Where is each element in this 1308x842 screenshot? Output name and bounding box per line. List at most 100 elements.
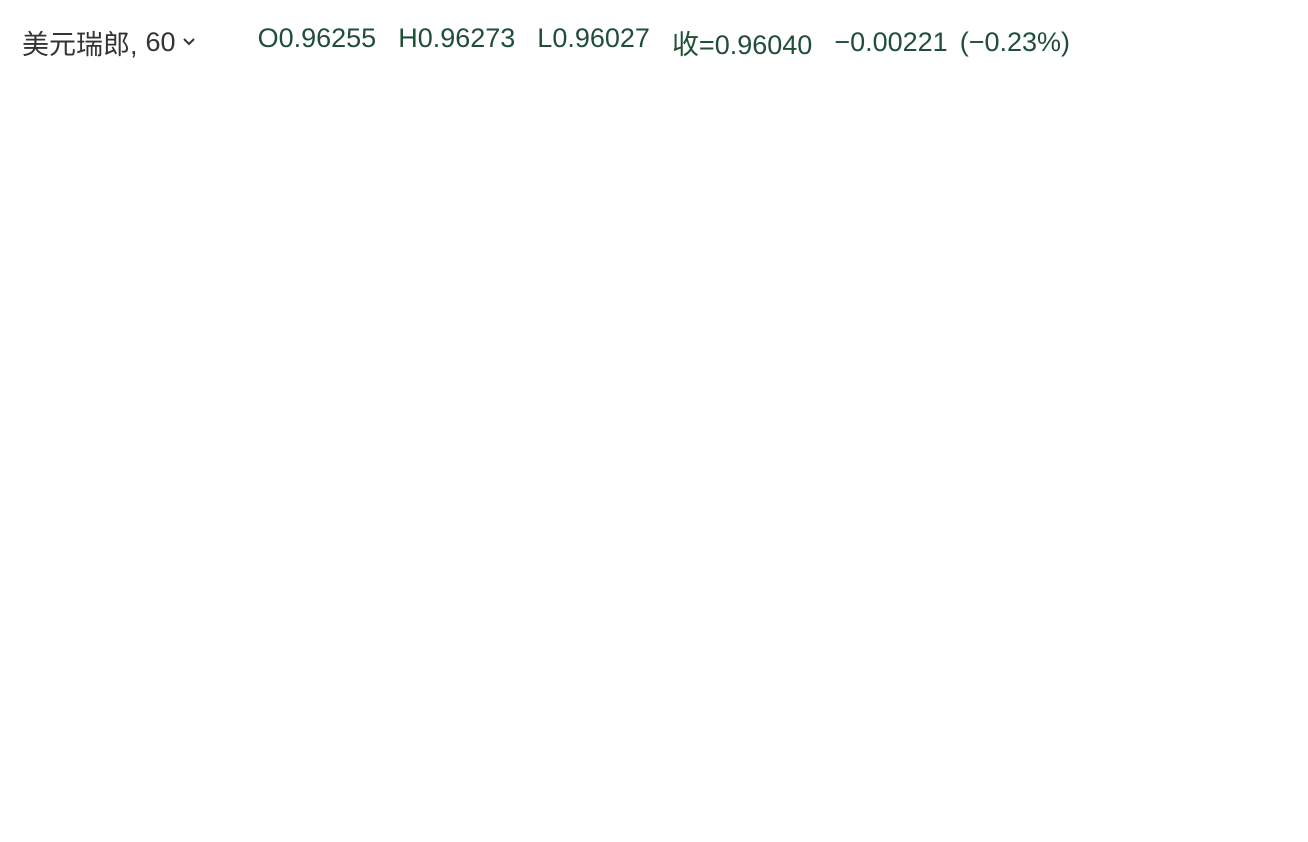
candle-body [631,547,643,583]
candle-body [415,301,427,313]
field-label: O [257,22,279,53]
candle-body [991,239,1003,242]
candle-body [955,221,967,255]
candle-body [319,121,331,230]
candle-body [751,637,763,647]
candle-body [1003,305,1015,354]
candle-body [535,277,547,324]
candle-body [43,327,55,339]
candle-body [79,247,91,266]
logo-cloud[interactable] [19,714,62,737]
candle-body [283,171,295,242]
candle-body [511,295,523,303]
candle-body [883,159,895,483]
candle-body [931,237,943,242]
candle-body [643,581,655,626]
candle-body [223,299,235,305]
candle-body [139,263,151,267]
ohlc-field: L0.96027 [537,23,650,62]
candle-body [7,269,19,304]
logo-line[interactable] [20,719,60,736]
logo-circle[interactable] [7,692,75,760]
candle-body [1051,237,1063,248]
candle-body [739,633,751,647]
ohlc-field: H0.96273 [398,23,515,62]
candle-body [763,616,775,641]
field-label: H [398,22,418,53]
field-value: 0.96255 [278,22,377,53]
candle-body [823,549,835,690]
candle-body [811,650,823,692]
field-label: 收= [671,29,715,60]
candle-body [331,224,343,261]
candle-body [559,335,571,359]
candle-body [19,221,31,334]
candle-body [835,509,847,551]
ohlc-fields: O0.96255 H0.96273 L0.96027 收=0.96040 [258,23,835,62]
candle-body [583,373,595,482]
candle-body [787,620,799,626]
candle-body [715,648,727,669]
candle-body [1123,203,1135,223]
candle-body [1087,205,1099,210]
candle-body [967,251,979,262]
candle-body [127,245,139,266]
candle-body [175,273,187,295]
candle-body [103,224,115,254]
candle-body [367,271,379,288]
candle-body [727,632,739,649]
candle-body [1147,224,1159,248]
candle-body [943,220,955,242]
candle-body [775,615,787,621]
candle-body [1171,196,1183,221]
candle-body [187,290,199,301]
candle-body [427,298,439,304]
ohlc-field: 收=0.96040 [672,23,812,62]
candle-body [1111,185,1123,204]
candle-body [523,293,535,321]
candle-body [619,463,631,548]
candle-body [907,119,919,237]
candle-body [151,267,163,273]
candle-body [463,269,475,276]
candle-body [307,113,319,121]
candle-body [979,239,991,263]
candle-body [259,211,271,243]
x-tick-label: 5 [728,805,738,825]
candle-body [199,301,211,318]
candle-body [607,429,619,463]
candle-body [343,258,355,303]
candle-body [1015,283,1027,287]
x-tick-label: 4 [440,805,450,825]
candle-body [31,217,43,334]
symbol: 美元瑞郎, [22,29,138,60]
candle-body [1183,224,1195,352]
field-value: 0.96027 [552,22,650,53]
change-percent: (−0.23%) [959,26,1071,57]
candle-body [211,302,223,318]
candle-body [691,609,703,648]
candle-body [571,359,583,378]
candle-body [403,297,415,314]
logo[interactable] [7,692,75,760]
candle-body [1135,221,1147,248]
ohlc-field: O0.96255 [258,23,377,62]
candle-body [115,225,127,246]
field-value: 0.96273 [417,22,516,53]
x-tick-label: 12:00 [1154,805,1199,825]
candle-body [295,117,307,173]
interval-dropdown[interactable] [182,37,196,47]
candle-body [451,272,463,293]
interval[interactable]: 60 [145,26,176,57]
candle-body [271,214,283,238]
candle-body [67,245,79,266]
candle-body [655,624,667,678]
chart-header: 美元瑞郎, 60 O0.96255 H0.96273 L0.96027 收=0.960… [22,22,1070,62]
candle-body [595,429,607,486]
candle-body [355,270,367,303]
candle-body [1039,243,1051,295]
candle-body [859,511,871,541]
change: −0.00221 [834,26,948,57]
